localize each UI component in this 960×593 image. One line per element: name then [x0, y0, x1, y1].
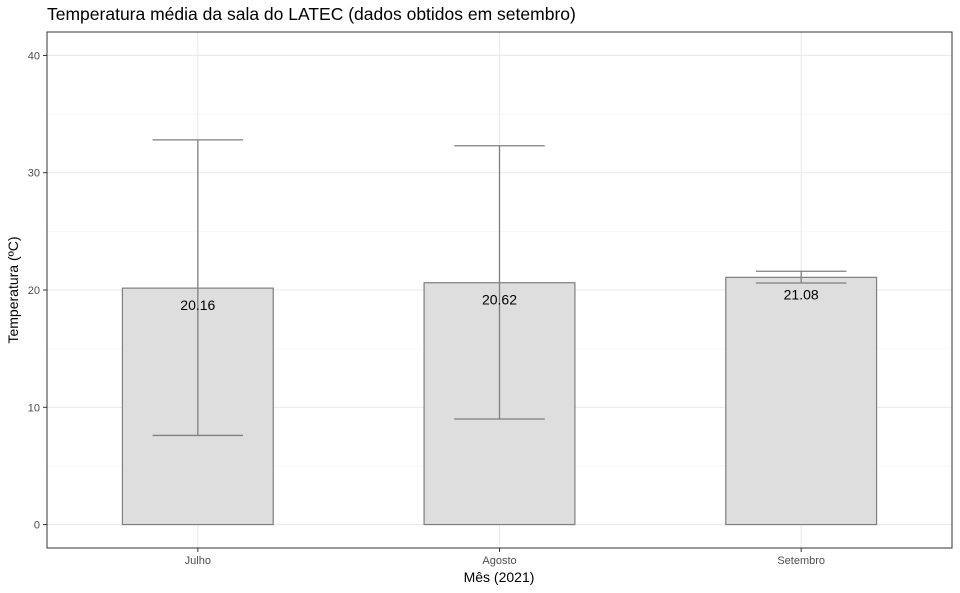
y-tick-label: 0: [34, 520, 40, 532]
x-axis: Julho Agosto Setembro: [185, 548, 825, 567]
x-axis-title: Mês (2021): [464, 569, 535, 585]
data-label-agosto: 20.62: [482, 292, 517, 308]
bar-setembro: [725, 276, 878, 526]
data-labels: 20.16 20.62 21.08: [180, 286, 819, 313]
y-axis: 0 10 20 30 40: [28, 50, 47, 532]
y-tick-label: 30: [28, 168, 40, 180]
data-label-setembro: 21.08: [784, 286, 819, 302]
error-bar-agosto: [454, 145, 545, 420]
x-tick-label-agosto: Agosto: [482, 555, 516, 567]
x-tick-label-julho: Julho: [185, 555, 211, 567]
error-bar-julho: [152, 139, 244, 437]
y-tick-label: 10: [28, 402, 40, 414]
y-axis-title: Temperatura (ºC): [5, 236, 21, 343]
y-tick-label: 40: [28, 50, 40, 62]
y-tick-label: 20: [28, 285, 40, 297]
x-tick-label-setembro: Setembro: [777, 555, 825, 567]
error-bar-setembro: [755, 270, 847, 284]
error-bars: [152, 139, 847, 437]
chart-title: Temperatura média da sala do LATEC (dado…: [47, 4, 576, 24]
data-label-julho: 20.16: [180, 297, 215, 313]
